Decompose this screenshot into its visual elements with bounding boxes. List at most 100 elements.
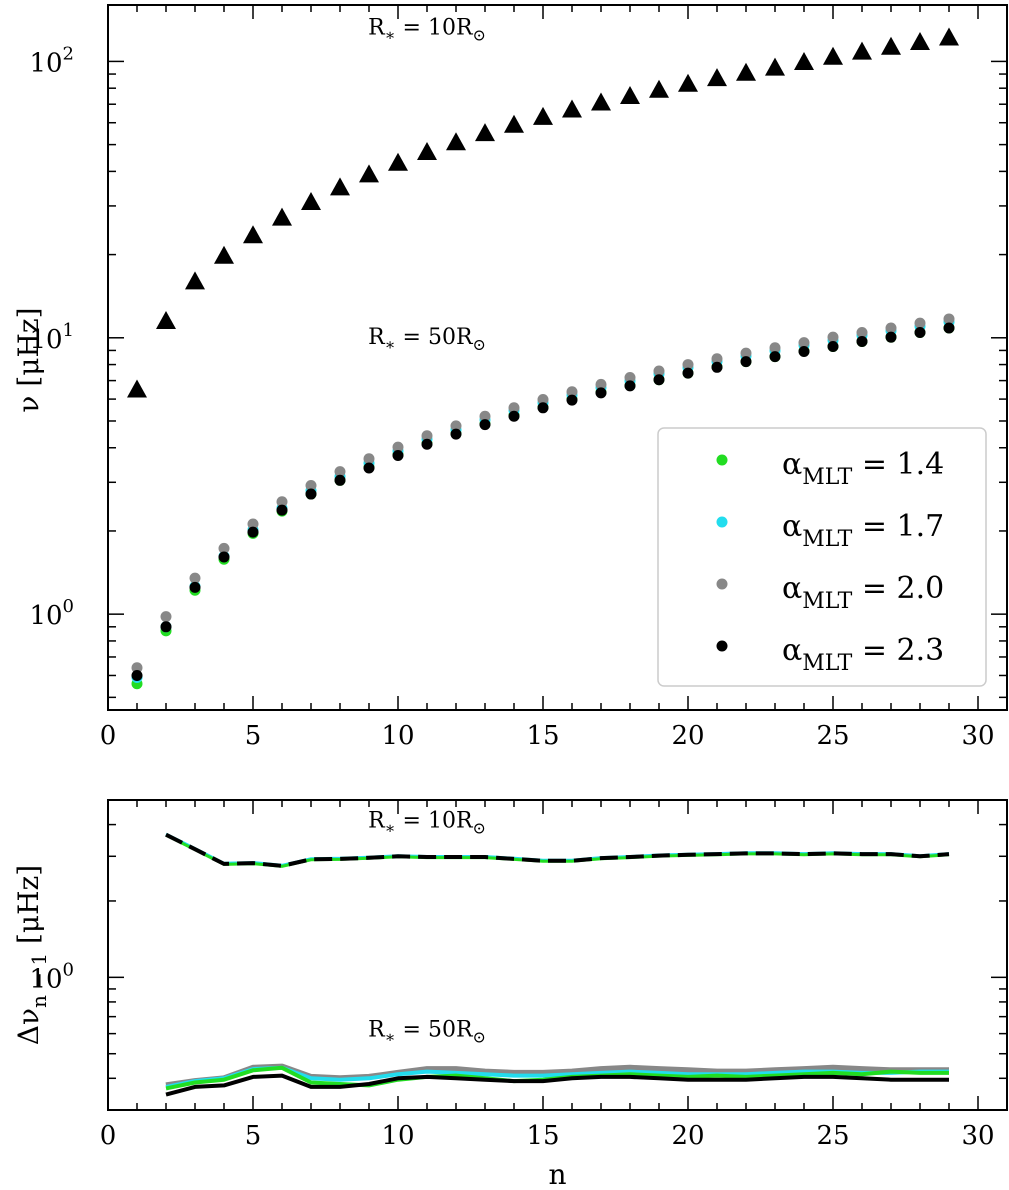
data-point-50rsun [131,662,143,674]
y-tick-exponent: 0 [63,596,74,617]
legend-subscript: MLT [802,651,852,676]
data-point-50rsun [479,419,491,431]
data-point-10rsun [330,177,350,196]
data-point-50rsun [392,441,404,453]
line-10rsun-dashed [165,832,950,868]
data-point-10rsun [475,123,495,142]
data-point-50rsun [218,542,230,554]
y-axis-label: ν [μHz] [12,307,45,412]
data-point-50rsun [566,394,578,406]
annotation-star: ∗ [385,818,396,837]
data-point-10rsun [562,99,582,118]
legend-alpha: α [782,633,802,668]
data-point-50rsun [363,462,375,474]
data-point-50rsun [740,347,752,359]
annotation-r: R [368,808,386,833]
data-point-10rsun [852,41,872,60]
data-point-50rsun [624,380,636,392]
data-point-50rsun [566,386,578,398]
data-point-10rsun [620,85,640,104]
y-tick-label: 100 [29,596,74,631]
data-point-50rsun [943,313,955,325]
data-point-10rsun [794,52,814,71]
line-50rsun [165,1073,949,1097]
data-point-10rsun [156,311,176,330]
data-point-10rsun [881,36,901,55]
data-point-10rsun [736,62,756,81]
data-point-50rsun [160,621,172,633]
legend-alpha: α [782,571,802,606]
data-point-50rsun [450,428,462,440]
data-point-50rsun [305,488,317,500]
legend-marker [716,578,728,590]
legend-subscript: MLT [802,465,852,490]
x-tick-label: 15 [526,721,559,751]
data-point-10rsun [272,207,292,226]
x-tick-label: 25 [816,1121,849,1151]
data-point-50rsun [653,374,665,386]
data-point-50rsun [769,351,781,363]
data-point-50rsun [421,430,433,442]
data-point-50rsun [914,317,926,329]
data-point-10rsun [214,245,234,264]
data-point-50rsun [189,581,201,593]
radius-annotation: R∗ = 10R⊙ [368,808,486,837]
data-point-50rsun [682,367,694,379]
legend-alpha: α [782,509,802,544]
y-tick-exponent: 1 [63,320,74,341]
data-point-50rsun [624,372,636,384]
annotation-r: R [368,16,386,41]
x-axis-label: n [548,1158,566,1190]
data-point-50rsun [595,387,607,399]
x-tick-label: 5 [245,1121,262,1151]
legend-value: = 1.7 [852,509,944,544]
legend-box [657,427,987,687]
y-tick-exponent: 2 [63,43,74,64]
data-point-50rsun [914,327,926,339]
plot-frame [107,799,1008,1111]
radius-annotation: R∗ = 50R⊙ [368,1017,486,1046]
data-point-50rsun [885,322,897,334]
legend-entry: αMLT = 1.4 [782,447,944,490]
data-point-10rsun [127,379,147,398]
data-point-10rsun [707,68,727,87]
y-axis-subscript: n − 1 [27,953,51,1008]
annotation-sun: ⊙ [473,335,486,354]
data-point-50rsun [363,453,375,465]
data-point-10rsun [446,132,466,151]
x-tick-label: 0 [100,1121,117,1151]
annotation-sun: ⊙ [473,1027,486,1046]
data-point-50rsun [537,402,549,414]
data-point-50rsun [276,504,288,516]
data-point-50rsun [450,420,462,432]
x-tick-label: 30 [961,721,994,751]
data-point-10rsun [939,27,959,46]
data-point-10rsun [243,225,263,244]
legend-marker [716,516,728,528]
data-point-50rsun [479,410,491,422]
y-axis-symbol: Δν [12,1008,45,1045]
radius-annotation: R∗ = 50R⊙ [368,325,486,354]
y-axis-unit: [μHz] [12,307,45,395]
legend-value: = 1.4 [852,447,944,482]
annotation-star: ∗ [385,1027,396,1046]
legend-alpha: α [782,447,802,482]
data-point-50rsun [711,361,723,373]
data-point-50rsun [740,356,752,368]
y-axis-symbol: ν [12,396,45,413]
x-tick-label: 15 [526,1121,559,1151]
annotation-star: ∗ [385,335,396,354]
annotation-sun: ⊙ [473,818,486,837]
annotation-value: = 50R [396,325,474,350]
legend-marker [716,640,728,652]
data-point-50rsun [334,466,346,478]
data-point-50rsun [827,340,839,352]
legend-value: = 2.0 [852,571,944,606]
x-tick-label: 5 [245,721,262,751]
annotation-value: = 10R [396,16,474,41]
data-point-50rsun [247,526,259,538]
data-point-50rsun [682,359,694,371]
data-point-50rsun [653,365,665,377]
